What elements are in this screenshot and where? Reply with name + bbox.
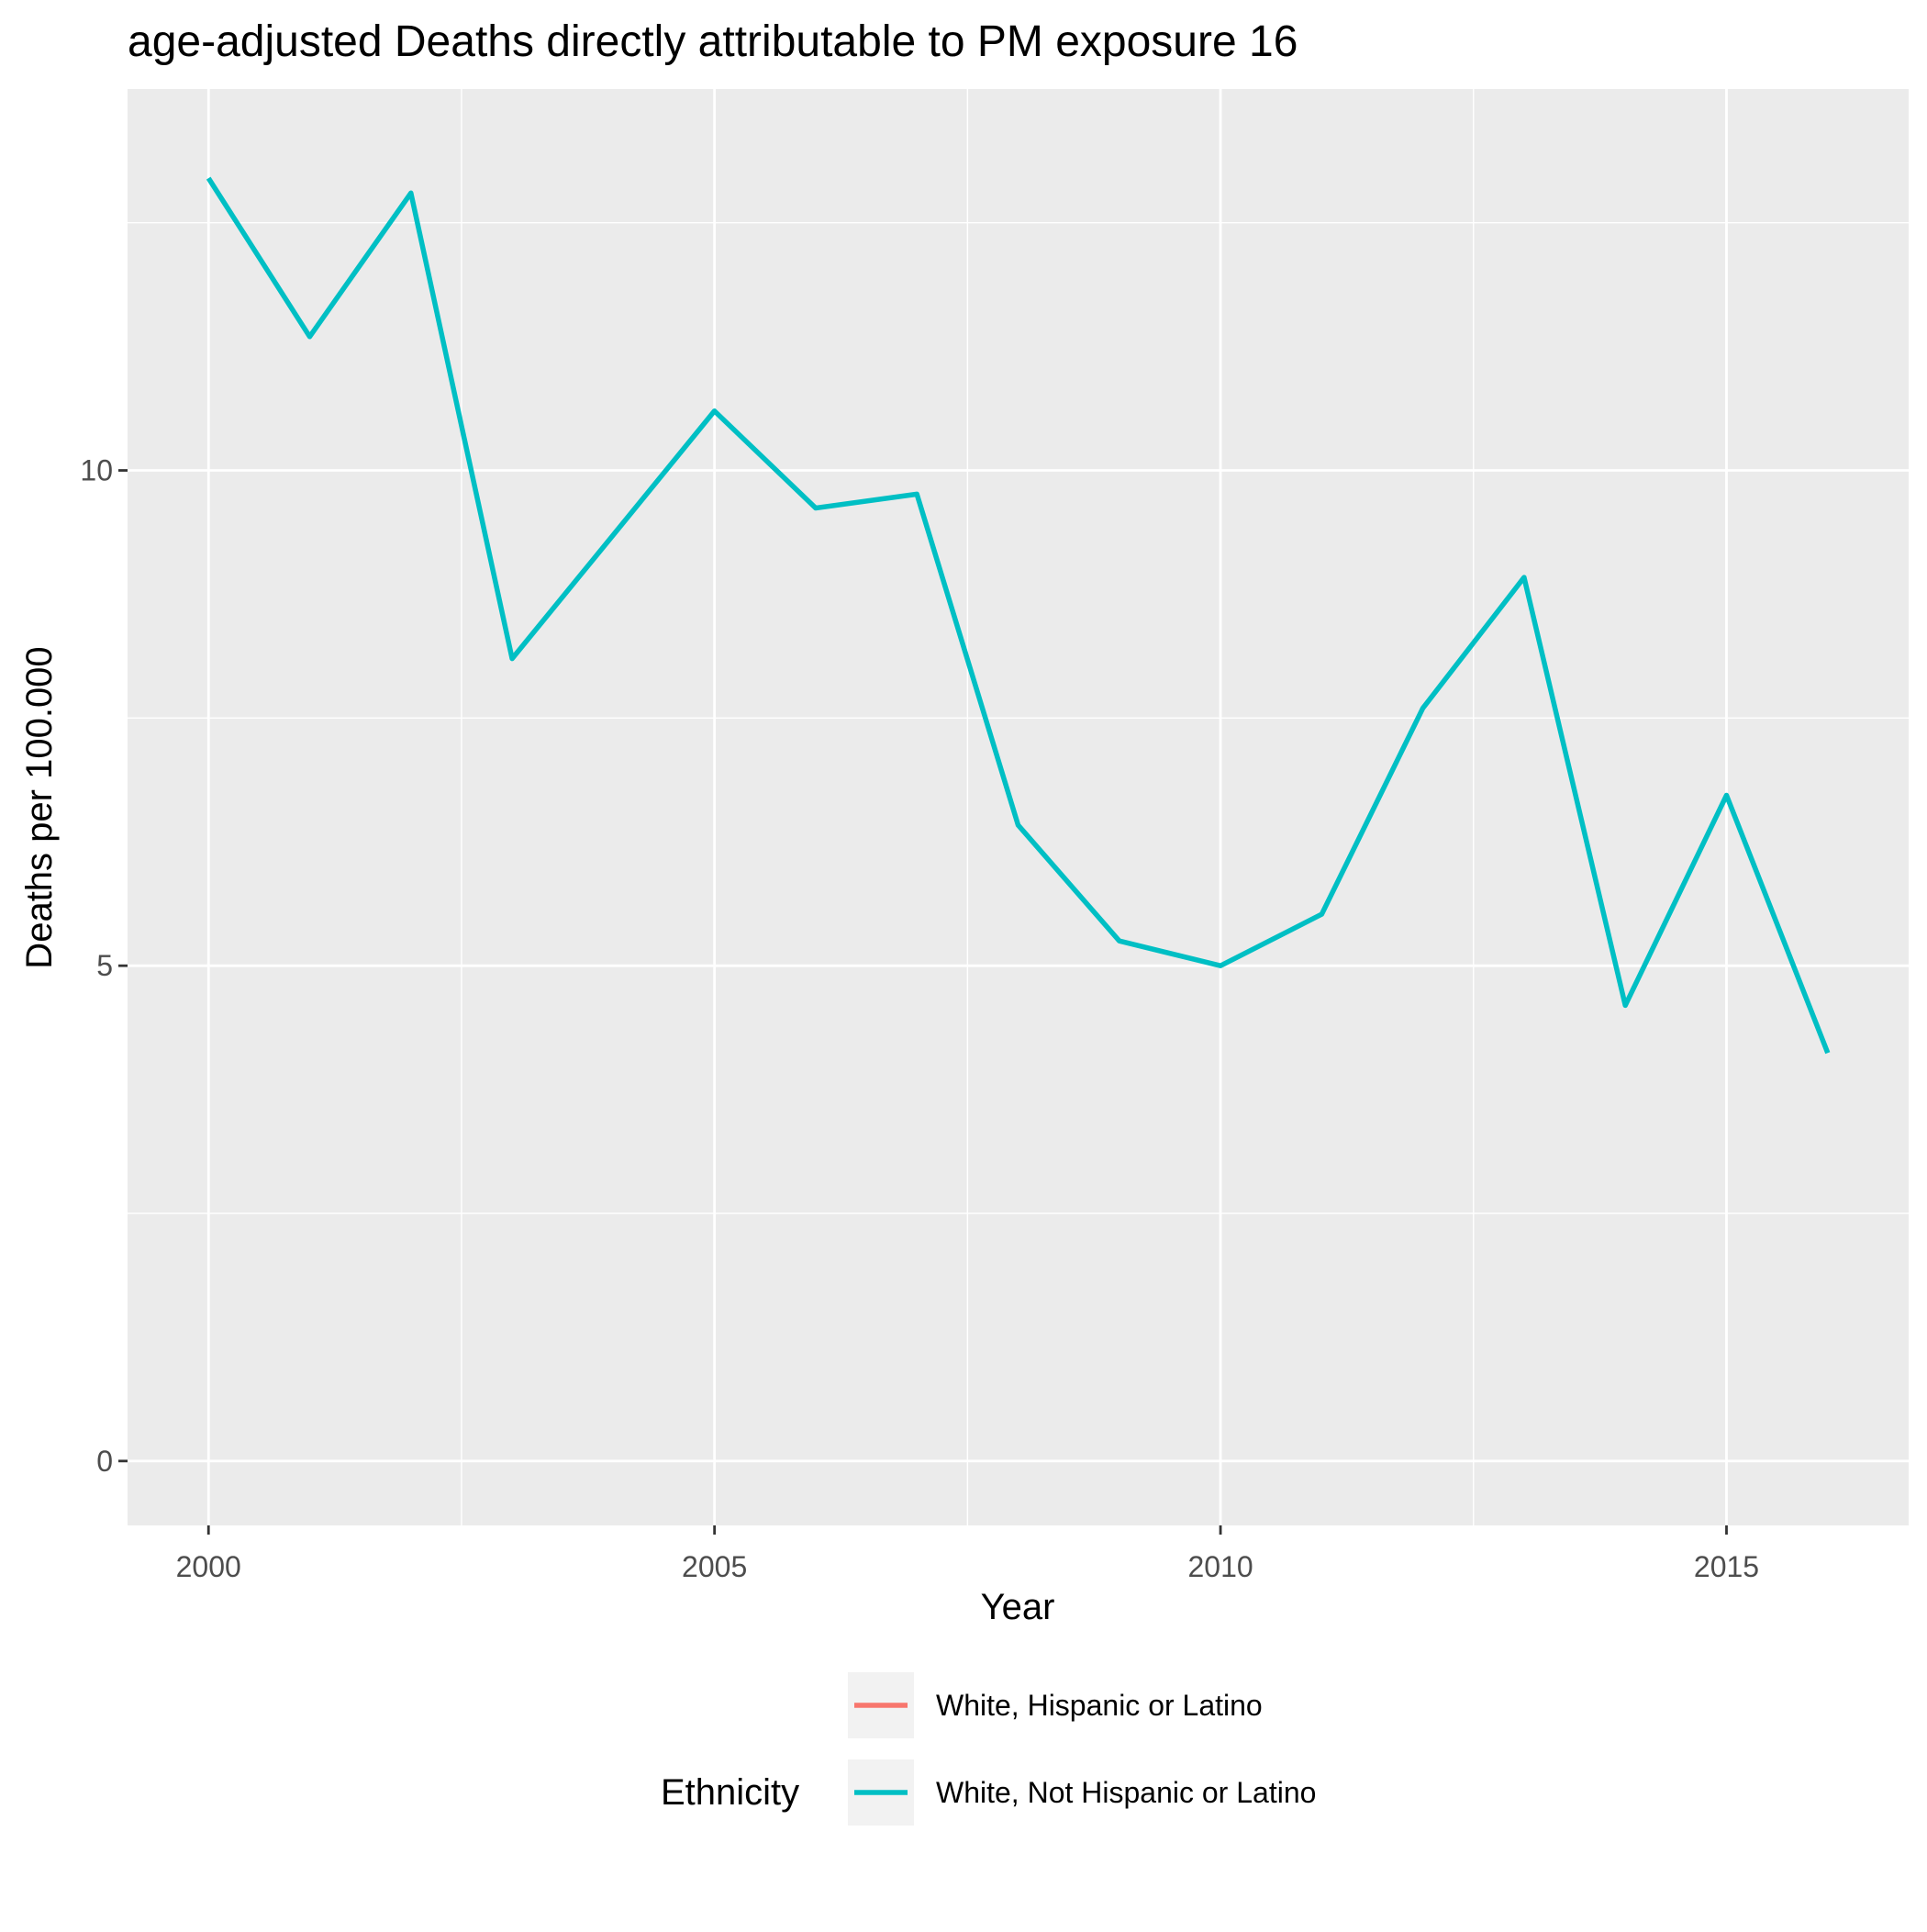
x-tick-label: 2000 bbox=[176, 1550, 241, 1583]
x-tick-label: 2010 bbox=[1187, 1550, 1253, 1583]
series-line bbox=[206, 176, 1831, 1055]
legend-title: Ethnicity bbox=[661, 1772, 799, 1813]
y-tick-labels: 0 5 10 bbox=[80, 454, 113, 1478]
minor-gridlines bbox=[128, 89, 1909, 1525]
x-tick-label: 2005 bbox=[682, 1550, 747, 1583]
legend: White, Hispanic or Latino White, Not Hisp… bbox=[848, 1672, 1316, 1826]
chart-title: age-adjusted Deaths directly attributabl… bbox=[128, 17, 1298, 66]
legend-label: White, Hispanic or Latino bbox=[936, 1689, 1263, 1722]
major-gridlines bbox=[128, 89, 1909, 1525]
x-axis-title: Year bbox=[981, 1587, 1055, 1627]
axis-ticks bbox=[118, 469, 1728, 1535]
x-tick-label: 2015 bbox=[1694, 1550, 1759, 1583]
y-tick-label: 5 bbox=[96, 949, 113, 982]
y-tick-label: 10 bbox=[80, 454, 113, 487]
plot-panel bbox=[128, 89, 1909, 1525]
legend-label: White, Not Hispanic or Latino bbox=[936, 1776, 1316, 1809]
x-tick-labels: 2000 2005 2010 2015 bbox=[176, 1550, 1759, 1583]
y-tick-label: 0 bbox=[96, 1445, 113, 1478]
y-axis-title: Deaths per 100.000 bbox=[19, 646, 60, 968]
series-layer bbox=[206, 176, 1831, 1055]
